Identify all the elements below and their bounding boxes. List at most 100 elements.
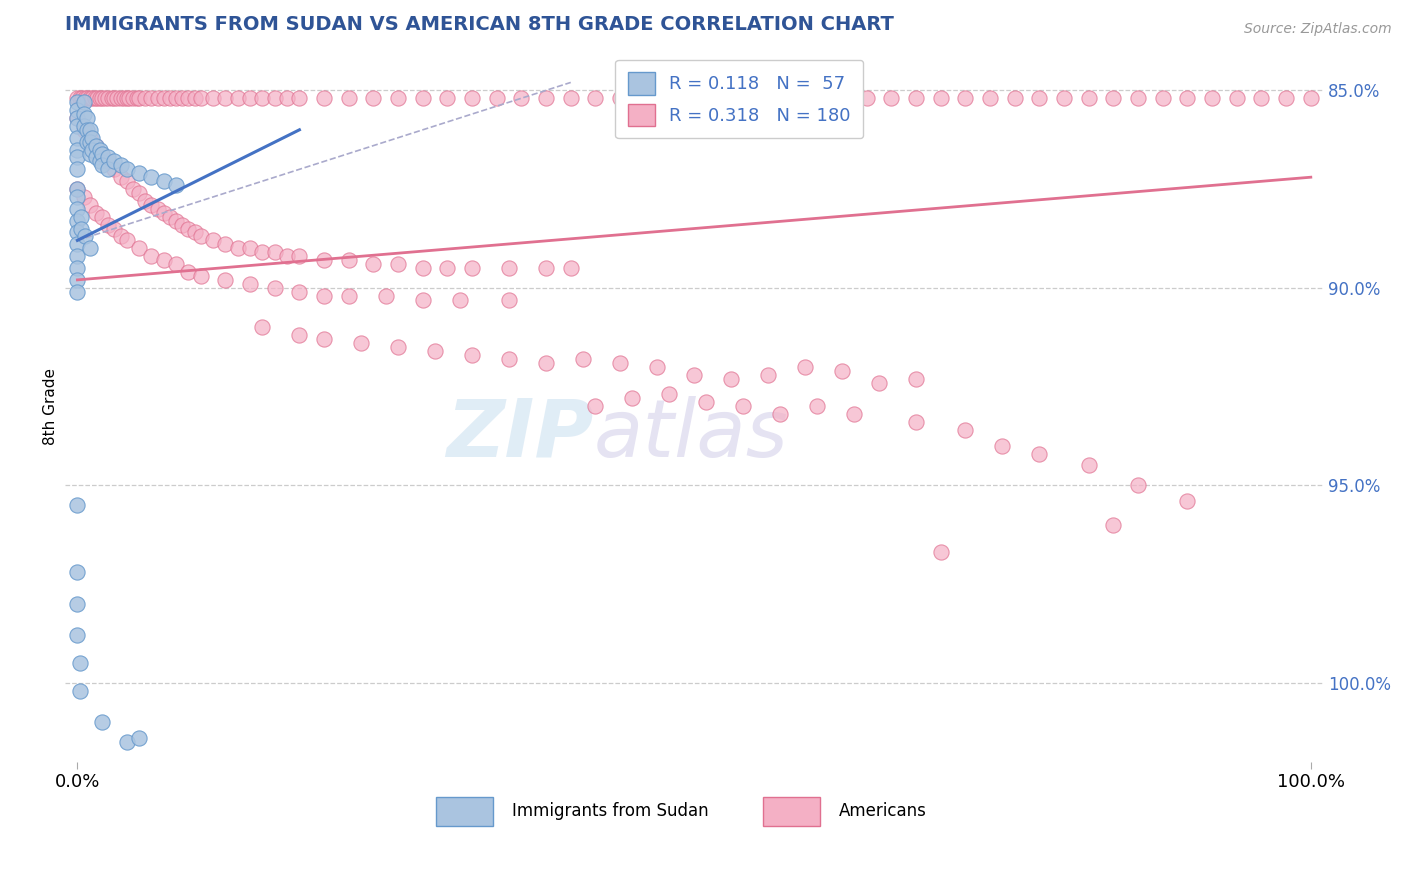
Point	[89, 91, 111, 105]
Point	[855, 91, 877, 105]
Point	[806, 91, 828, 105]
Point	[831, 91, 853, 105]
Point	[312, 91, 335, 105]
Point	[387, 91, 409, 105]
Point	[658, 387, 681, 401]
Point	[115, 162, 138, 177]
Point	[423, 343, 446, 358]
Point	[66, 565, 89, 579]
Point	[387, 340, 409, 354]
Point	[122, 182, 145, 196]
Point	[97, 162, 120, 177]
Point	[66, 91, 89, 105]
Point	[1250, 91, 1272, 105]
Point	[461, 348, 484, 362]
Point	[880, 91, 903, 105]
Point	[152, 253, 174, 268]
Point	[66, 143, 89, 157]
Point	[288, 249, 311, 263]
Point	[66, 628, 89, 642]
Point	[794, 359, 817, 374]
Point	[929, 545, 952, 559]
Point	[733, 91, 755, 105]
Point	[128, 186, 150, 200]
Point	[806, 399, 828, 413]
Point	[707, 91, 730, 105]
Text: Immigrants from Sudan: Immigrants from Sudan	[512, 803, 709, 821]
Point	[1077, 458, 1099, 473]
Point	[572, 351, 595, 366]
Y-axis label: 8th Grade: 8th Grade	[44, 368, 58, 445]
Point	[165, 178, 187, 193]
Point	[72, 95, 94, 110]
Point	[66, 213, 89, 227]
Point	[72, 119, 94, 133]
Point	[609, 91, 631, 105]
Point	[91, 158, 114, 172]
Point	[66, 273, 89, 287]
Point	[69, 91, 91, 105]
Point	[79, 130, 101, 145]
Point	[695, 395, 717, 409]
Point	[101, 91, 124, 105]
Point	[510, 91, 533, 105]
Point	[190, 229, 212, 244]
Point	[658, 91, 681, 105]
Point	[66, 151, 89, 165]
Point	[66, 162, 89, 177]
Point	[991, 439, 1014, 453]
Point	[165, 257, 187, 271]
Text: ZIP: ZIP	[446, 396, 593, 474]
Point	[89, 154, 111, 169]
Point	[534, 91, 557, 105]
Point	[1102, 517, 1125, 532]
Point	[72, 107, 94, 121]
Point	[91, 146, 114, 161]
Point	[84, 138, 107, 153]
Point	[288, 328, 311, 343]
Point	[350, 336, 373, 351]
Point	[66, 597, 89, 611]
Point	[165, 91, 187, 105]
Point	[91, 146, 114, 161]
Point	[152, 174, 174, 188]
Point	[183, 91, 205, 105]
Point	[560, 91, 582, 105]
Point	[70, 210, 93, 224]
Point	[165, 213, 187, 227]
Point	[152, 91, 174, 105]
Point	[141, 170, 163, 185]
Text: Americans: Americans	[839, 803, 927, 821]
Point	[66, 285, 89, 299]
Point	[72, 190, 94, 204]
Point	[141, 249, 163, 263]
Point	[141, 198, 163, 212]
Point	[66, 260, 89, 275]
Point	[72, 123, 94, 137]
Point	[125, 91, 148, 105]
Point	[97, 154, 120, 169]
Point	[159, 210, 181, 224]
Point	[461, 260, 484, 275]
Point	[72, 91, 94, 105]
Point	[159, 91, 181, 105]
Point	[103, 154, 125, 169]
Point	[412, 293, 434, 307]
Point	[172, 218, 194, 232]
Point	[239, 241, 262, 255]
Point	[276, 91, 298, 105]
Point	[929, 91, 952, 105]
Point	[128, 731, 150, 745]
Point	[560, 260, 582, 275]
Point	[276, 249, 298, 263]
Point	[110, 170, 132, 185]
Point	[782, 91, 804, 105]
Point	[69, 683, 91, 698]
Point	[449, 293, 471, 307]
Point	[905, 91, 928, 105]
Point	[86, 91, 108, 105]
Point	[66, 498, 89, 512]
Point	[110, 229, 132, 244]
Point	[146, 91, 169, 105]
Point	[183, 226, 205, 240]
